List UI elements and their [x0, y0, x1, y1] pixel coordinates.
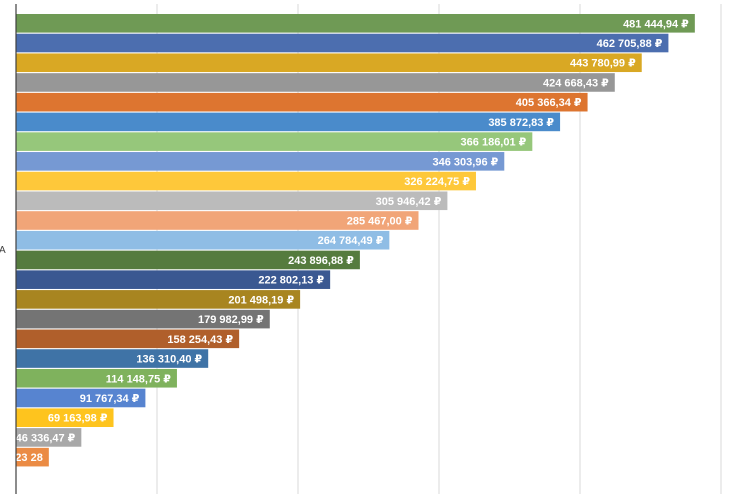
bar: [16, 53, 642, 73]
bar: [16, 349, 209, 368]
bar: [16, 211, 419, 230]
bar: [16, 447, 49, 467]
bar: [16, 132, 533, 151]
bar-value-label: 201 498,19 ₽: [228, 294, 294, 306]
bar: [16, 250, 360, 270]
bar-value-label: 366 186,01 ₽: [461, 137, 527, 149]
bar-value-label: 158 254,43 ₽: [167, 334, 233, 346]
bar-value-label: 462 705,88 ₽: [597, 38, 663, 50]
bar-value-label: 346 303,96 ₽: [433, 156, 499, 168]
bar-value-label: 114 148,75 ₽: [106, 373, 172, 385]
bar: [16, 73, 615, 92]
bar-value-label: 443 780,99 ₽: [570, 58, 636, 70]
bar-value-label: 424 668,43 ₽: [543, 77, 609, 89]
bar-value-label: 179 982,99 ₽: [198, 314, 264, 326]
bar: [16, 92, 588, 112]
bar-value-label: 264 784,49 ₽: [318, 235, 384, 247]
bar: [16, 230, 390, 250]
bar-value-label: 481 444,94 ₽: [623, 18, 689, 30]
bar: [16, 33, 669, 53]
bar-value-label: 136 310,40 ₽: [136, 354, 202, 366]
bar: [16, 388, 146, 408]
bar: [16, 309, 270, 329]
bar: [16, 112, 561, 132]
bar-value-label: 23 28: [15, 452, 43, 464]
bar: [16, 368, 177, 388]
bar-value-label: 305 946,42 ₽: [376, 196, 442, 208]
bar: [16, 14, 695, 33]
bar-value-label: 285 467,00 ₽: [347, 216, 413, 228]
bar-value-label: 326 224,75 ₽: [404, 176, 470, 188]
bar-value-label: 91 767,34 ₽: [80, 393, 140, 405]
bars: 481 444,94 ₽ 462 705,88 ₽ 443 780,99 ₽ 424 …: [15, 14, 695, 467]
bar: [16, 152, 505, 171]
y-axis-label: A: [0, 245, 6, 256]
bar: [16, 171, 476, 191]
bar-value-label: 243 896,88 ₽: [288, 255, 354, 267]
bar-value-label: 222 802,13 ₽: [258, 275, 324, 287]
bar-value-label: 405 366,34 ₽: [516, 97, 582, 109]
bar: [16, 191, 448, 211]
bar-value-label: 385 872,83 ₽: [488, 117, 554, 129]
bar-value-label: 69 163,98 ₽: [48, 413, 108, 425]
bar: [16, 408, 114, 427]
bar: [16, 270, 331, 289]
bar: [16, 428, 82, 447]
bar: [16, 290, 301, 309]
bar-value-label: 46 336,47 ₽: [16, 432, 76, 444]
bar: [16, 329, 240, 349]
